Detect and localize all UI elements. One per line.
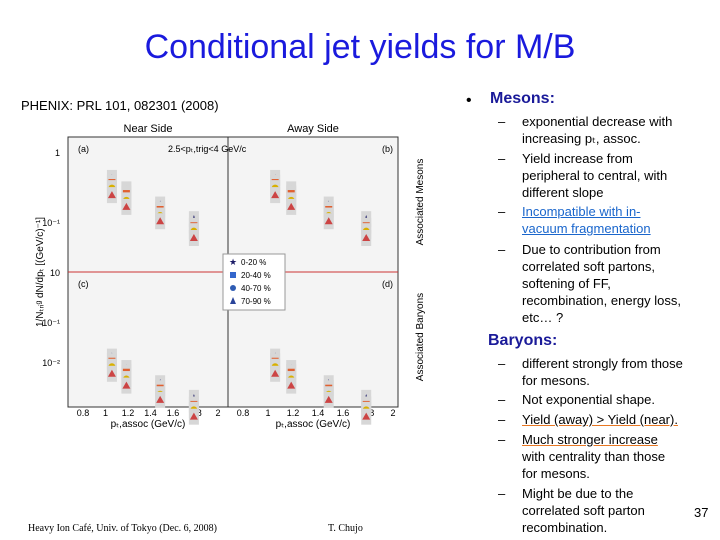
legend-label: 40-70 %	[241, 284, 271, 293]
legend-marker	[230, 285, 236, 291]
y-tick-1: 1	[55, 148, 60, 158]
panel-c: (c)	[78, 279, 89, 289]
y-tick-4: 10⁻¹	[42, 318, 60, 328]
trigger-label: 2.5<pₜ,trig<4 GeV/c	[168, 144, 247, 154]
data-point	[156, 217, 165, 225]
x-tick-label: 2	[215, 408, 220, 418]
data-point	[287, 381, 296, 389]
y-tick-2: 10⁻¹	[42, 218, 60, 228]
y-tick-5: 10⁻²	[42, 358, 60, 368]
x-tick-label: 1.6	[167, 408, 180, 418]
data-markers: ★★★★★★★★★★★★★★★★	[106, 169, 371, 425]
y-tick-3: 10	[50, 268, 60, 278]
data-point	[156, 395, 165, 403]
x-axis-label-left: pₜ,assoc (GeV/c)	[111, 419, 186, 430]
legend-marker	[230, 297, 236, 304]
legend: ★ 0-20 % 20-40 % 40-70 % 70-90 %	[222, 253, 286, 311]
data-point	[362, 233, 371, 241]
data-point	[189, 412, 198, 420]
x-tick-label: 1	[265, 408, 270, 418]
x-tick-label: 1.2	[122, 408, 135, 418]
data-point	[122, 202, 131, 210]
mesons-heading: Mesons:	[490, 90, 555, 107]
data-point	[287, 202, 296, 210]
x-tick-label: 1.6	[337, 408, 350, 418]
baryons-heading: Baryons:	[488, 332, 558, 349]
data-point	[189, 233, 198, 241]
citation: PHENIX: PRL 101, 082301 (2008)	[21, 98, 219, 113]
legend-marker	[230, 272, 236, 278]
footer-left: Heavy Ion Café, Univ. of Tokyo (Dec. 6, …	[28, 523, 217, 534]
x-tick-label: 1.2	[287, 408, 300, 418]
data-point	[107, 369, 116, 377]
data-point	[324, 217, 333, 225]
data-point	[122, 381, 131, 389]
x-tick-label: 0.8	[237, 408, 250, 418]
data-point	[324, 395, 333, 403]
panel-a: (a)	[78, 144, 89, 154]
near-side-label: Near Side	[124, 123, 173, 135]
data-point	[271, 369, 280, 377]
x-tick-label: 2	[390, 408, 395, 418]
legend-label: 0-20 %	[241, 258, 266, 267]
x-tick-label: 1.4	[312, 408, 325, 418]
associated-mesons-label: Associated Mesons	[415, 159, 426, 246]
mesons-bullet: •	[466, 92, 472, 109]
panel-d: (d)	[382, 279, 393, 289]
page-number: 37	[694, 505, 709, 520]
data-point	[107, 191, 116, 199]
x-tick-label: 0.8	[77, 408, 90, 418]
data-point	[271, 191, 280, 199]
away-side-label: Away Side	[287, 123, 339, 135]
data-point	[362, 412, 371, 420]
slide-title: Conditional jet yields for M/B	[144, 28, 576, 66]
x-tick-label: 1	[103, 408, 108, 418]
y-axis-label: 1/Nₜᵣᵢᵍ dN/dpₜ [(GeV/c)⁻¹]	[35, 217, 46, 327]
panel-b: (b)	[382, 144, 393, 154]
x-axis-label-right: pₜ,assoc (GeV/c)	[276, 419, 351, 430]
legend-marker: ★	[229, 257, 237, 267]
footer-center: T. Chujo	[328, 523, 363, 534]
jet-yield-figure: Near Side Away Side 2.5<pₜ,trig<4 GeV/c …	[28, 122, 433, 437]
x-tick-label: 1.4	[144, 408, 157, 418]
legend-label: 70-90 %	[241, 297, 271, 306]
associated-baryons-label: Associated Baryons	[415, 293, 426, 381]
legend-label: 20-40 %	[241, 271, 271, 280]
